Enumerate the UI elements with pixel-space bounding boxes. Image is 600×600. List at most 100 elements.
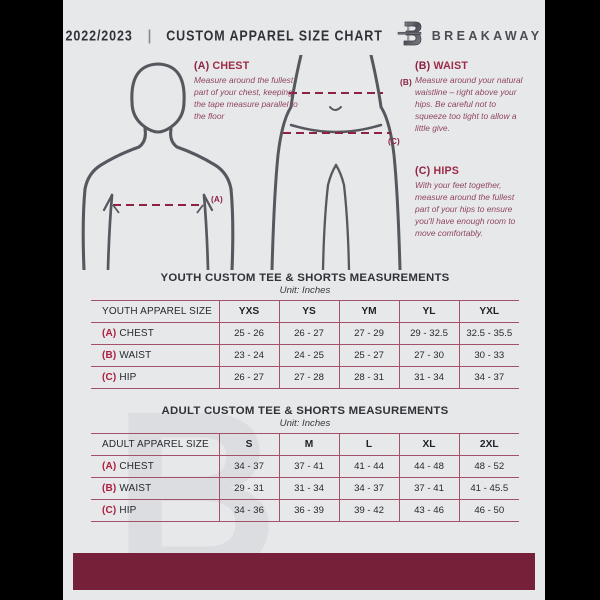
youth-col-header-ym: YM [338, 300, 400, 323]
adult-waist-xl: 37 - 41 [398, 477, 460, 500]
adult-row-name-waist: WAIST [119, 483, 152, 494]
adult-hip-m: 36 - 39 [278, 499, 340, 522]
youth-measurements-section: YOUTH CUSTOM TEE & SHORTS MEASUREMENTS U… [91, 272, 519, 389]
youth-chest-yl: 29 - 32.5 [398, 322, 460, 345]
header-separator: | [147, 27, 152, 45]
adult-row-tag-waist: (B) [102, 483, 117, 494]
instruction-waist-tag: (B) [415, 60, 431, 72]
youth-hip-ym: 28 - 31 [338, 366, 400, 389]
adult-row-header-label: ADULT APPAREL SIZE [91, 433, 220, 456]
adult-waist-m: 31 - 34 [278, 477, 340, 500]
measurement-diagram-area: (A) (B) (C) (A) CHEST Measure around the… [63, 55, 545, 270]
adult-table-title: ADULT CUSTOM TEE & SHORTS MEASUREMENTS [161, 405, 449, 417]
youth-row-tag-waist: (B) [102, 350, 117, 361]
adult-measurements-section: ADULT CUSTOM TEE & SHORTS MEASUREMENTS U… [91, 405, 519, 522]
table-row: (B) WAIST 29 - 31 31 - 34 34 - 37 37 - 41… [91, 477, 519, 500]
instruction-hips-heading: (C) HIPS [415, 165, 527, 177]
header-season: 2022/2023 [65, 27, 133, 45]
adult-row-tag-chest: (A) [102, 461, 117, 472]
adult-measurements-table: ADULT APPAREL SIZE S M L XL 2XL (A) CHEST… [91, 433, 519, 522]
youth-hip-ys: 27 - 28 [278, 366, 340, 389]
instruction-hips-body: With your feet together, measure around … [415, 180, 516, 238]
instruction-waist-name: WAIST [433, 60, 469, 72]
youth-waist-ys: 24 - 25 [278, 344, 340, 367]
adult-chest-l: 41 - 44 [338, 455, 400, 478]
upper-body-torso-figure-icon [81, 62, 235, 270]
youth-row-tag-hip: (C) [102, 372, 117, 383]
size-chart-page: B 2022/2023 | CUSTOM APPAREL SIZE CHART [63, 0, 545, 600]
youth-col-header-yxl: YXL [458, 300, 519, 323]
adult-table-header-row: ADULT APPAREL SIZE S M L XL 2XL [91, 433, 519, 456]
adult-waist-s: 29 - 31 [218, 477, 280, 500]
adult-hip-s: 34 - 36 [218, 499, 280, 522]
youth-chest-yxs: 25 - 26 [218, 322, 280, 345]
instruction-chest: (A) CHEST Measure around the fullest par… [194, 60, 304, 123]
instruction-chest-body: Measure around the fullest part of your … [194, 75, 298, 121]
adult-row-tag-hip: (C) [102, 505, 117, 516]
youth-waist-yl: 27 - 30 [398, 344, 460, 367]
adult-col-header-s: S [218, 433, 280, 456]
adult-chest-xl: 44 - 48 [398, 455, 460, 478]
brand-lockup: BREAKAWAY [397, 19, 543, 54]
adult-col-header-2xl: 2XL [458, 433, 519, 456]
breakaway-b-logo-icon [397, 19, 423, 54]
instruction-waist-heading: (B) WAIST [415, 60, 527, 72]
youth-chest-ys: 26 - 27 [278, 322, 340, 345]
adult-row-name-chest: CHEST [119, 461, 154, 472]
footer-accent-bar [73, 553, 535, 590]
youth-row-header-label: YOUTH APPAREL SIZE [91, 300, 220, 323]
youth-chest-yxl: 32.5 - 35.5 [458, 322, 519, 345]
youth-measurements-table: YOUTH APPAREL SIZE YXS YS YM YL YXL (A) C… [91, 300, 519, 389]
youth-table-title: YOUTH CUSTOM TEE & SHORTS MEASUREMENTS [160, 272, 450, 284]
youth-table-unit: Unit: Inches [279, 285, 331, 296]
youth-hip-yxl: 34 - 37 [458, 366, 519, 389]
adult-chest-2xl: 48 - 52 [458, 455, 519, 478]
lower-body-hips-figure-icon [270, 55, 402, 270]
youth-col-header-yl: YL [398, 300, 460, 323]
table-row: (B) WAIST 23 - 24 24 - 25 25 - 27 27 - 30… [91, 344, 519, 367]
table-row: (C) HIP 34 - 36 36 - 39 39 - 42 43 - 46 4… [91, 499, 519, 522]
adult-hip-2xl: 46 - 50 [458, 499, 519, 522]
youth-hip-yl: 31 - 34 [398, 366, 460, 389]
instruction-chest-tag: (A) [194, 60, 210, 72]
instruction-hips: (C) HIPS With your feet together, measur… [415, 165, 527, 240]
page-header: 2022/2023 | CUSTOM APPAREL SIZE CHART [63, 18, 545, 54]
chest-marker-label: (A) [211, 195, 223, 204]
instruction-hips-name: HIPS [433, 165, 459, 177]
hip-marker-label: (C) [388, 137, 400, 146]
adult-chest-s: 34 - 37 [218, 455, 280, 478]
adult-col-header-l: L [338, 433, 400, 456]
youth-table-header-row: YOUTH APPAREL SIZE YXS YS YM YL YXL [91, 300, 519, 323]
adult-col-header-m: M [278, 433, 340, 456]
adult-row-label-chest: (A) CHEST [91, 455, 220, 478]
youth-waist-ym: 25 - 27 [338, 344, 400, 367]
youth-chest-ym: 27 - 29 [338, 322, 400, 345]
youth-row-name-hip: HIP [119, 372, 137, 383]
instruction-waist-body: Measure around your natural waistline – … [415, 75, 523, 133]
adult-chest-m: 37 - 41 [278, 455, 340, 478]
adult-waist-2xl: 41 - 45.5 [458, 477, 519, 500]
youth-hip-yxs: 26 - 27 [218, 366, 280, 389]
page-title: CUSTOM APPAREL SIZE CHART [166, 27, 383, 45]
youth-row-name-waist: WAIST [119, 350, 152, 361]
brand-name: BREAKAWAY [431, 29, 543, 43]
instruction-chest-name: CHEST [212, 60, 250, 72]
youth-waist-yxl: 30 - 33 [458, 344, 519, 367]
adult-table-unit: Unit: Inches [279, 418, 331, 429]
adult-hip-l: 39 - 42 [338, 499, 400, 522]
instruction-chest-heading: (A) CHEST [194, 60, 304, 72]
youth-waist-yxs: 23 - 24 [218, 344, 280, 367]
youth-row-label-hip: (C) HIP [91, 366, 220, 389]
instruction-hips-tag: (C) [415, 165, 431, 177]
youth-row-name-chest: CHEST [119, 328, 154, 339]
waist-marker-label: (B) [400, 78, 412, 87]
adult-waist-l: 34 - 37 [338, 477, 400, 500]
youth-row-label-chest: (A) CHEST [91, 322, 220, 345]
table-row: (A) CHEST 25 - 26 26 - 27 27 - 29 29 - 32… [91, 322, 519, 345]
adult-row-name-hip: HIP [119, 505, 137, 516]
youth-col-header-yxs: YXS [218, 300, 280, 323]
adult-row-label-hip: (C) HIP [91, 499, 220, 522]
table-row: (A) CHEST 34 - 37 37 - 41 41 - 44 44 - 48… [91, 455, 519, 478]
youth-row-label-waist: (B) WAIST [91, 344, 220, 367]
youth-col-header-ys: YS [278, 300, 340, 323]
